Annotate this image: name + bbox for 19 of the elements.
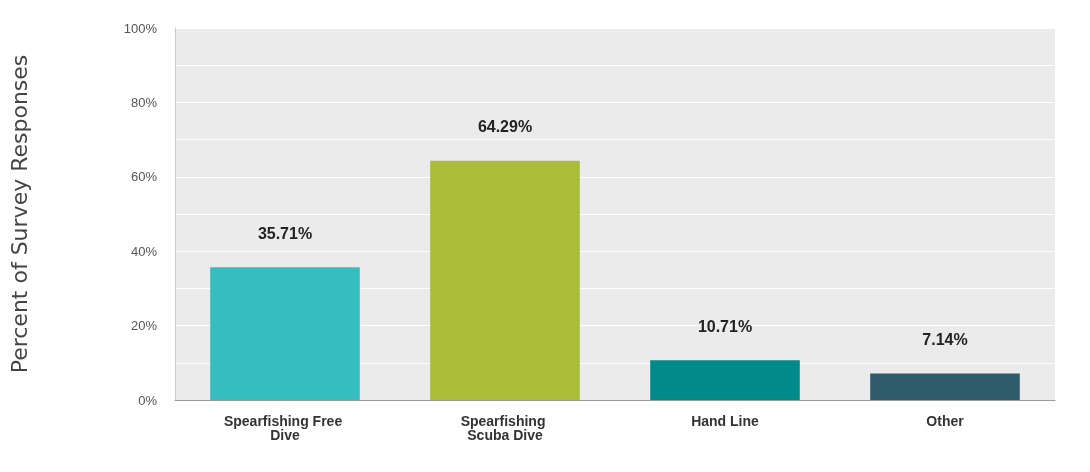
y-tick-label: 40% [130, 243, 158, 259]
y-tick-label: 0% [138, 392, 158, 408]
y-axis-title: Percent of Survey Responses [6, 54, 32, 374]
x-tick-label: Spearfishing Scuba Dive [460, 413, 550, 443]
data-label: 64.29% [477, 118, 533, 136]
data-label: 35.71% [257, 224, 313, 242]
y-tick-label: 60% [130, 169, 158, 185]
y-tick-label: 100% [123, 20, 158, 36]
y-tick-label: 80% [130, 94, 158, 110]
data-label: 7.14% [922, 330, 968, 348]
x-tick-label: Other [926, 413, 965, 429]
bar [650, 360, 800, 400]
data-label: 10.71% [697, 317, 753, 335]
y-tick-label: 20% [130, 318, 158, 334]
x-tick-label: Spearfishing Free Dive [223, 413, 347, 443]
bar [210, 267, 360, 400]
bar [870, 373, 1020, 400]
x-tick-label: Hand Line [691, 413, 760, 429]
bar [430, 160, 580, 400]
